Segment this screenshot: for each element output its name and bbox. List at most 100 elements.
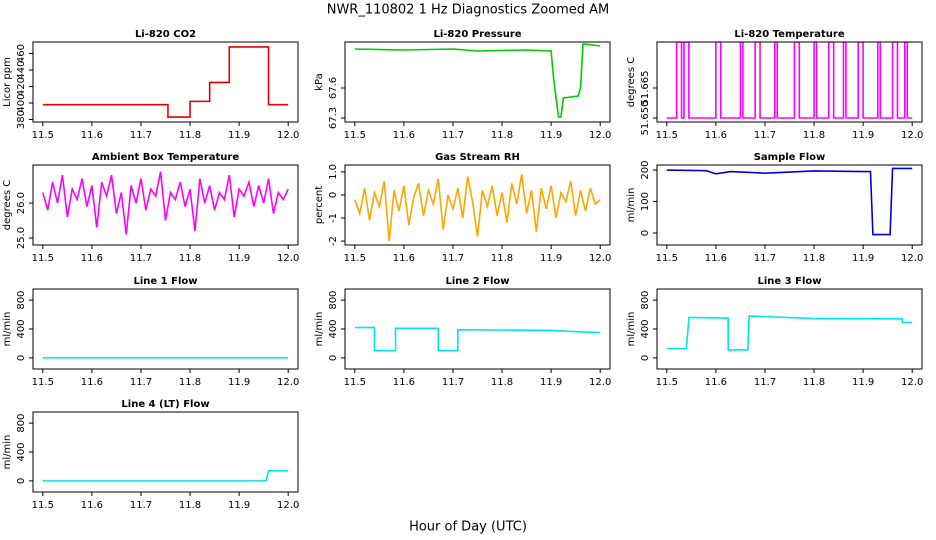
x-tick-label: 12.0: [277, 253, 299, 264]
x-tick-label: 11.9: [228, 377, 250, 388]
y-tick-label: 67.3: [328, 107, 339, 129]
x-tick-label: 12.0: [589, 377, 611, 388]
x-tick-label: 11.7: [130, 377, 152, 388]
x-tick-label: 11.9: [852, 253, 874, 264]
panel-title: Gas Stream RH: [435, 152, 520, 163]
y-tick-label: 440: [16, 60, 27, 79]
y-axis-title: degrees C: [2, 180, 13, 230]
x-tick-label: 11.8: [803, 253, 825, 264]
x-tick-label: 11.7: [130, 130, 152, 141]
x-tick-label: 11.8: [803, 377, 825, 388]
x-tick-label: 11.7: [754, 130, 776, 141]
panel-title: Li-820 Temperature: [734, 29, 844, 40]
x-tick-label: 11.5: [656, 130, 678, 141]
y-tick-label: 1.0: [328, 164, 339, 180]
plot-frame: [32, 164, 299, 246]
y-tick-label: 51.665: [640, 71, 651, 106]
plot-frame: [32, 41, 299, 123]
x-axis-title: Hour of Day (UTC): [409, 520, 527, 535]
x-tick-label: 12.0: [277, 377, 299, 388]
plot-frame: [32, 288, 299, 370]
x-tick-label: 11.6: [705, 377, 727, 388]
x-tick-label: 12.0: [589, 253, 611, 264]
y-tick-label: 800: [16, 414, 27, 433]
x-tick-label: 11.9: [228, 253, 250, 264]
x-tick-label: 11.5: [344, 253, 366, 264]
series-line: [42, 46, 289, 118]
x-tick-label: 11.7: [130, 500, 152, 511]
y-axis-title: ml/min: [2, 312, 13, 347]
x-tick-label: 11.6: [705, 130, 727, 141]
y-axis-title: Licor ppm: [2, 57, 13, 107]
x-tick-label: 11.5: [32, 253, 54, 264]
series-line: [666, 42, 913, 119]
x-tick-label: 11.6: [81, 253, 103, 264]
y-tick-label: 400: [16, 319, 27, 338]
y-tick-label: 26.0: [16, 192, 27, 214]
y-tick-label: 400: [640, 319, 651, 338]
series-line: [354, 43, 601, 118]
x-tick-label: 11.5: [344, 377, 366, 388]
y-tick-label: 400: [16, 93, 27, 112]
panel-title: Line 2 Flow: [446, 276, 510, 287]
y-axis-title: degrees C: [626, 57, 637, 107]
plot-frame: [656, 41, 923, 123]
y-tick-label: 460: [16, 44, 27, 63]
x-tick-label: 11.7: [754, 253, 776, 264]
x-tick-label: 11.8: [803, 130, 825, 141]
x-tick-label: 11.5: [656, 377, 678, 388]
series-line: [666, 167, 913, 236]
y-tick-label: 400: [16, 442, 27, 461]
x-tick-label: 11.9: [228, 500, 250, 511]
y-tick-label: 51.650: [640, 101, 651, 136]
x-tick-label: 11.8: [179, 377, 201, 388]
x-tick-label: 11.8: [491, 377, 513, 388]
figure-title: NWR_110802 1 Hz Diagnostics Zoomed AM: [327, 3, 610, 18]
x-tick-label: 12.0: [277, 130, 299, 141]
panel-title: Li-820 CO2: [135, 29, 196, 40]
x-tick-label: 12.0: [901, 130, 923, 141]
panel-title: Line 1 Flow: [134, 276, 198, 287]
y-tick-label: 800: [328, 291, 339, 310]
x-tick-label: 11.7: [442, 253, 464, 264]
x-tick-label: 11.5: [32, 130, 54, 141]
x-tick-label: 12.0: [277, 500, 299, 511]
y-tick-label: 0: [328, 355, 339, 361]
plot-frame: [656, 288, 923, 370]
x-tick-label: 11.6: [393, 377, 415, 388]
x-tick-label: 11.8: [491, 253, 513, 264]
y-tick-label: 800: [16, 291, 27, 310]
x-tick-label: 11.6: [393, 130, 415, 141]
x-tick-label: 11.5: [32, 377, 54, 388]
y-tick-label: -1: [328, 213, 339, 223]
series-line: [42, 171, 289, 235]
x-tick-label: 11.9: [852, 130, 874, 141]
x-tick-label: 11.9: [540, 377, 562, 388]
y-tick-label: 200: [640, 160, 651, 179]
x-tick-label: 11.8: [179, 130, 201, 141]
y-axis-title: ml/min: [626, 188, 637, 223]
x-tick-label: 11.8: [179, 500, 201, 511]
panel-title: Ambient Box Temperature: [92, 152, 239, 163]
y-tick-label: 100: [640, 192, 651, 211]
y-tick-label: 25.0: [16, 227, 27, 249]
x-tick-label: 11.7: [442, 130, 464, 141]
panel-title: Sample Flow: [754, 152, 826, 163]
panel-title: Li-820 Pressure: [433, 29, 521, 40]
y-tick-label: 0: [16, 478, 27, 484]
x-tick-label: 11.9: [228, 130, 250, 141]
series-line: [666, 315, 913, 351]
y-tick-label: 67.6: [328, 77, 339, 99]
y-tick-label: -2: [328, 236, 339, 246]
x-tick-label: 11.5: [344, 130, 366, 141]
y-tick-label: 420: [16, 77, 27, 96]
x-tick-label: 11.9: [852, 377, 874, 388]
y-axis-title: percent: [314, 186, 325, 224]
x-tick-label: 11.6: [81, 130, 103, 141]
x-tick-label: 11.7: [754, 377, 776, 388]
panel-title: Line 4 (LT) Flow: [121, 399, 209, 410]
x-tick-label: 11.6: [705, 253, 727, 264]
plot-frame: [344, 288, 611, 370]
x-tick-label: 11.5: [656, 253, 678, 264]
